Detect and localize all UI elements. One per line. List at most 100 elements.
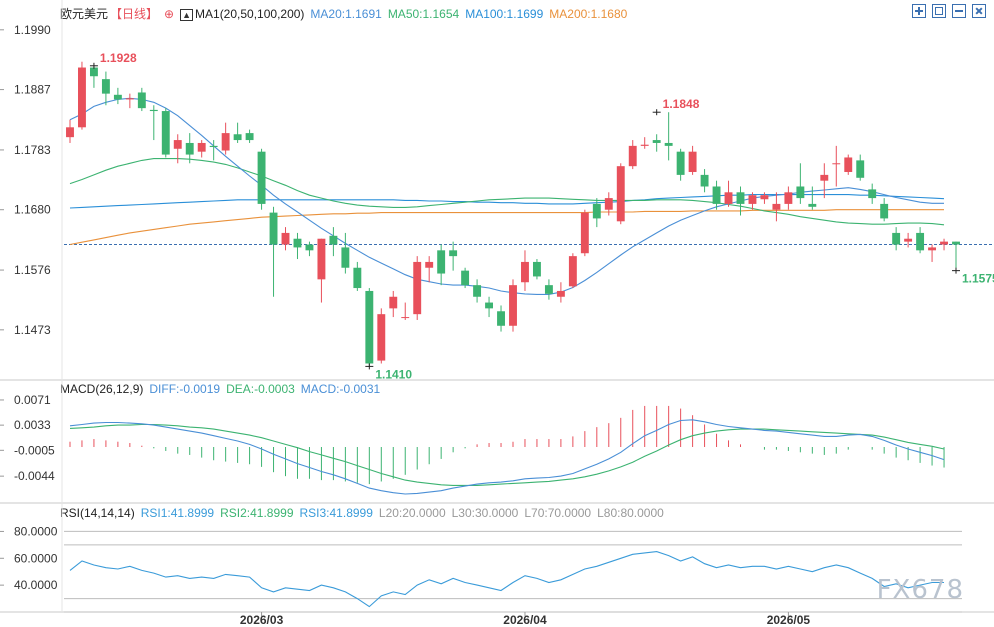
ma20-value: MA20:1.1691 (310, 7, 382, 21)
close-icon[interactable] (972, 4, 986, 18)
candle-body (437, 250, 446, 274)
candle-body (101, 79, 110, 94)
candle-body (365, 290, 374, 364)
candle-body (820, 174, 829, 181)
candle-body (149, 109, 158, 112)
candle-body (568, 256, 577, 287)
macd-y-tick-label: -0.0005 (14, 443, 55, 457)
macd-legend: MACD(26,12,9) DIFF:-0.0019 DEA:-0.0003 MACD… (60, 381, 386, 397)
macd-label: MACD(26,12,9) (60, 382, 144, 396)
candle-body (209, 145, 218, 148)
candle-body (760, 195, 769, 200)
candle-body (880, 203, 889, 219)
y-tick-label: 1.1887 (14, 83, 51, 97)
candle-body (233, 134, 242, 141)
macd-y-tick-label: 0.0033 (14, 418, 51, 432)
candle-body (832, 163, 841, 165)
extreme-label: 1.1575 (962, 272, 994, 286)
x-tick-label: 2026/05 (767, 613, 811, 627)
candle-body (772, 203, 781, 210)
candle-body (89, 67, 98, 77)
candle-body (485, 302, 494, 309)
candle-body (245, 133, 254, 141)
x-tick-label: 2026/04 (503, 613, 547, 627)
candle-body (269, 212, 278, 245)
candle-body (341, 247, 350, 268)
candle-body (532, 261, 541, 277)
candle-body (329, 235, 338, 245)
candle-body (78, 67, 86, 128)
rsi2-value: RSI2:41.8999 (220, 506, 294, 520)
candle-body (293, 238, 302, 248)
layout-icon[interactable] (932, 4, 946, 18)
candle-body (221, 133, 230, 151)
candle-body (580, 212, 589, 254)
ma20-line (69, 97, 944, 295)
candle-body (700, 174, 709, 187)
candle-body (712, 186, 721, 204)
macd-dea-line (69, 423, 945, 486)
candle-body (808, 203, 817, 207)
rsi-l30: L30:30.0000 (451, 506, 519, 520)
ma50-value: MA50:1.1654 (387, 7, 460, 21)
candle-body (509, 285, 517, 326)
candle-body (640, 144, 649, 146)
rsi-label: RSI(14,14,14) (60, 506, 135, 520)
candle-body (604, 198, 613, 210)
extreme-label: 1.1928 (100, 51, 137, 65)
candle-body (413, 261, 422, 315)
macd-y-tick-label: -0.0044 (14, 469, 55, 483)
candle-body (66, 127, 74, 138)
rsi-l80: L80:80.0000 (597, 506, 664, 520)
add-indicator-icon[interactable] (912, 4, 926, 18)
candle-body (916, 232, 925, 251)
candle-body (928, 247, 937, 251)
candle-body (389, 296, 398, 309)
rsi1-value: RSI1:41.8999 (140, 506, 215, 520)
macd-value: MACD:-0.0031 (300, 382, 381, 396)
candle-body (137, 92, 146, 109)
candle-body (173, 140, 182, 149)
rsi-y-tick-label: 40.0000 (14, 578, 58, 592)
rsi-y-tick-label: 80.0000 (14, 524, 58, 538)
candle-body (616, 166, 625, 222)
rsi-line (69, 551, 944, 608)
candle-body (401, 317, 410, 319)
candle-body (185, 142, 194, 155)
rsi-y-tick-label: 60.0000 (14, 551, 58, 565)
candle-body (317, 238, 326, 280)
rsi-legend: RSI(14,14,14) RSI1:41.8999 RSI2:41.8999 RSI… (60, 505, 670, 521)
candle-body (892, 232, 901, 245)
candle-body (425, 261, 434, 268)
candle-body (856, 160, 865, 178)
watermark: FX678 (876, 575, 964, 605)
candle-body (497, 311, 505, 326)
candle-body (125, 98, 134, 100)
minimize-icon[interactable] (952, 4, 966, 18)
candle-body (161, 111, 170, 155)
ma200-value: MA200:1.1680 (549, 7, 628, 21)
candle-body (544, 285, 553, 294)
candle-body (676, 151, 685, 175)
candle-body (868, 189, 877, 199)
period-selector[interactable]: 【日线】 (110, 7, 159, 21)
rsi-l20: L20:20.0000 (378, 506, 446, 520)
chart-toolbar (912, 4, 986, 18)
ma-label: MA1(20,50,100,200) (195, 7, 305, 21)
rsi3-value: RSI3:41.8999 (299, 506, 373, 520)
y-tick-label: 1.1990 (14, 23, 51, 37)
candle-body (748, 195, 757, 204)
candle-body (904, 238, 913, 242)
candle-body (257, 151, 266, 204)
candle-body (796, 186, 805, 199)
candle-body (736, 192, 745, 204)
ma-indicator-icon[interactable]: ▲ (180, 9, 194, 21)
candle-body (652, 140, 661, 143)
toggle-circle-icon[interactable]: ⊕ (164, 7, 175, 21)
extreme-label: 1.1848 (663, 97, 700, 111)
ma100-value: MA100:1.1699 (465, 7, 544, 21)
price-legend: 欧元美元 【日线】 ⊕ ▲ MA1(20,50,100,200) MA20:1.1691 M… (60, 6, 633, 22)
candle-body (377, 314, 386, 361)
y-tick-label: 1.1680 (14, 203, 51, 217)
